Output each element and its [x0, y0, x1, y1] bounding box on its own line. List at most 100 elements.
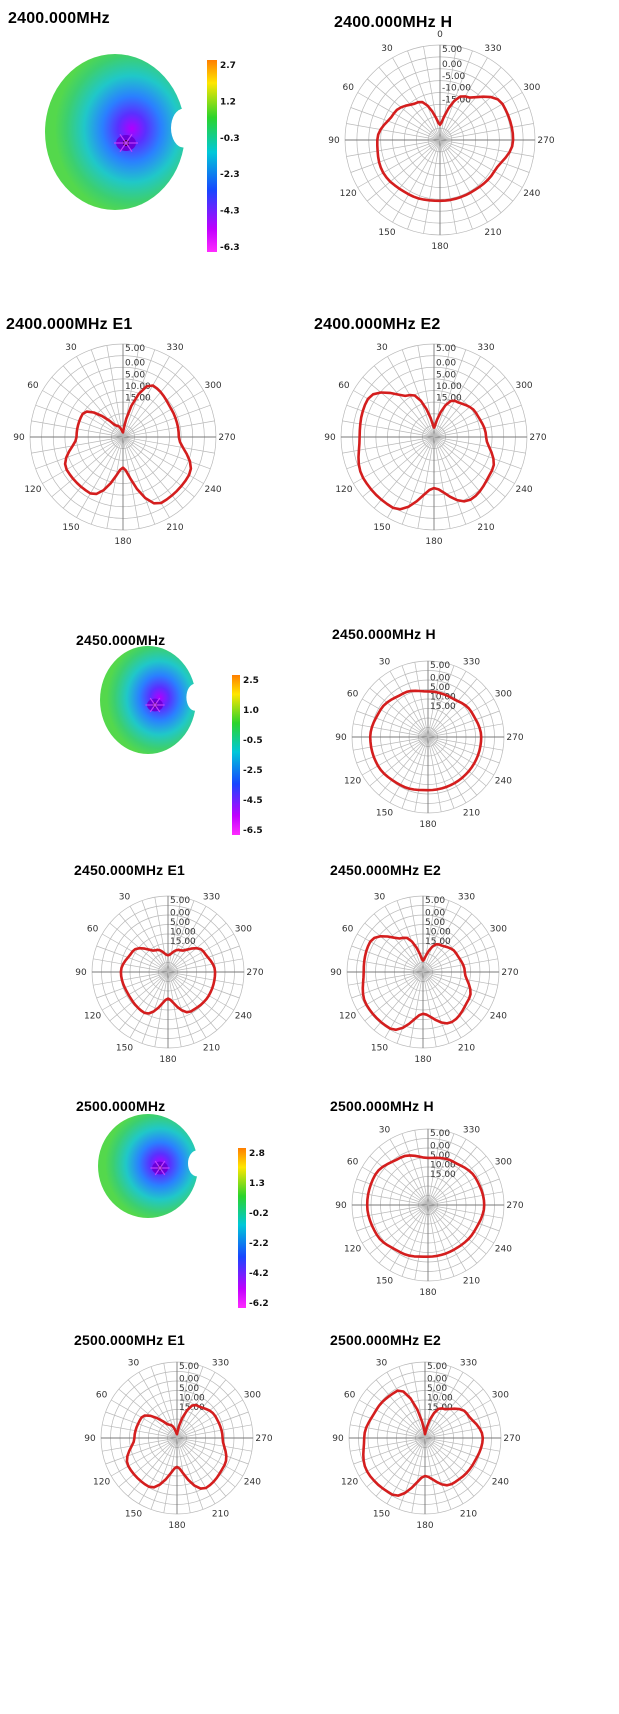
polar-spoke [396, 900, 424, 973]
angle-label: 150 [116, 1043, 133, 1053]
polar-spoke [35, 436, 124, 470]
polar-spoke [369, 687, 429, 738]
angle-label: 90 [324, 433, 336, 443]
angle-label: 210 [203, 1043, 220, 1053]
polar-spoke [364, 922, 424, 973]
angle-label: 330 [463, 1126, 480, 1136]
polar-spoke [378, 139, 441, 213]
angle-label: 150 [376, 808, 393, 818]
surface-0: 2.7 1.2 -0.3 -2.3 -4.3 -6.3 [45, 54, 240, 253]
polar-spoke [357, 971, 424, 1011]
angle-label: 330 [460, 1359, 477, 1369]
angle-label: 270 [255, 1434, 272, 1444]
colorbar-tick-label: 2.7 [220, 61, 236, 71]
polar-spoke [439, 50, 473, 141]
polar-spoke [176, 1437, 243, 1477]
polar-spoke [122, 404, 211, 438]
surface-spoke [149, 697, 156, 706]
angle-label: 90 [335, 733, 347, 743]
polar-spoke [362, 1166, 429, 1206]
polar-spoke [109, 971, 169, 1022]
polar-spoke [427, 723, 503, 738]
angle-label: 90 [13, 433, 25, 443]
polar-spoke [129, 971, 169, 1038]
radial-label: 5.00 [427, 1362, 447, 1372]
polar-spoke [346, 404, 435, 438]
polar-spoke [362, 436, 435, 498]
polar-spoke [427, 1139, 467, 1206]
colorbar-tick-label: -4.3 [220, 207, 240, 217]
angle-label: 90 [328, 136, 340, 146]
angle-label: 300 [492, 1391, 509, 1401]
radial-label: 5.00 [430, 661, 450, 671]
polar-spoke [424, 1411, 497, 1439]
pattern-trace [361, 1389, 485, 1497]
angle-label: 150 [373, 1509, 390, 1519]
polar-spoke [111, 1399, 178, 1439]
polar-spoke [439, 123, 534, 141]
angle-label: 240 [515, 485, 532, 495]
polar-spoke [369, 1204, 429, 1255]
polar-spoke [433, 436, 515, 484]
polar-spoke [357, 139, 441, 188]
polar-spoke [106, 345, 124, 438]
polar-spoke [439, 139, 530, 173]
polar-spoke [129, 906, 169, 973]
polar-spoke [427, 1204, 467, 1271]
polar-spoke [433, 436, 495, 509]
angle-label: 180 [114, 537, 131, 547]
polar-spoke [401, 349, 435, 438]
radial-label: 5.00 [430, 1129, 450, 1139]
surface-body [45, 54, 185, 210]
radial-label: 10.00 [425, 928, 451, 938]
angle-label: 60 [342, 83, 354, 93]
angle-label: 330 [484, 44, 501, 54]
polar-spoke [102, 1424, 178, 1439]
polar-spoke [154, 897, 169, 973]
polar-spoke [346, 123, 441, 141]
angle-label: 240 [244, 1478, 261, 1488]
polar-spoke [375, 1437, 426, 1497]
angle-label: 270 [218, 433, 235, 443]
angle-label: 300 [490, 925, 507, 935]
angle-label: 120 [24, 485, 41, 495]
polar-spoke [106, 436, 124, 529]
polar-spoke [439, 139, 473, 230]
polar-spoke [424, 1388, 484, 1439]
polar-spoke [93, 971, 169, 986]
polar-spoke [167, 913, 218, 973]
polar-spoke [398, 1437, 426, 1510]
radial-label: 0.00 [125, 359, 145, 369]
surface-notch [186, 683, 204, 711]
polar-spoke [154, 971, 169, 1047]
polar-spoke [353, 723, 429, 738]
angle-label: 240 [235, 1012, 252, 1022]
surface-spoke [154, 1160, 161, 1169]
polar-spoke [366, 1388, 426, 1439]
angle-label: 30 [119, 893, 131, 903]
polar-spoke [367, 78, 441, 141]
polar-spoke [357, 933, 424, 973]
polar-spoke [427, 1166, 494, 1206]
polar-spoke [417, 436, 435, 529]
polar-spoke [105, 1437, 178, 1465]
polar-spoke [122, 436, 140, 529]
radial-label: 10.00 [179, 1394, 205, 1404]
polar-spoke [401, 436, 435, 525]
polar-spoke [118, 971, 169, 1031]
polar-spoke [433, 436, 481, 518]
radial-label: 10.00 [436, 382, 462, 392]
radial-label: 10.00 [125, 382, 151, 392]
polar-spoke [378, 1204, 429, 1264]
colorbar-tick-label: -2.5 [243, 766, 263, 776]
polar-spoke [167, 933, 234, 973]
radial-label: 10.00 [170, 928, 196, 938]
radial-label: 15.00 [179, 1403, 205, 1413]
polar-spoke [369, 1155, 429, 1206]
radial-label: 15.00 [430, 702, 456, 712]
radial-label: 0.00 [442, 60, 462, 70]
colorbar [207, 60, 217, 252]
polar-spoke [427, 671, 467, 738]
polar-spoke [427, 736, 500, 764]
